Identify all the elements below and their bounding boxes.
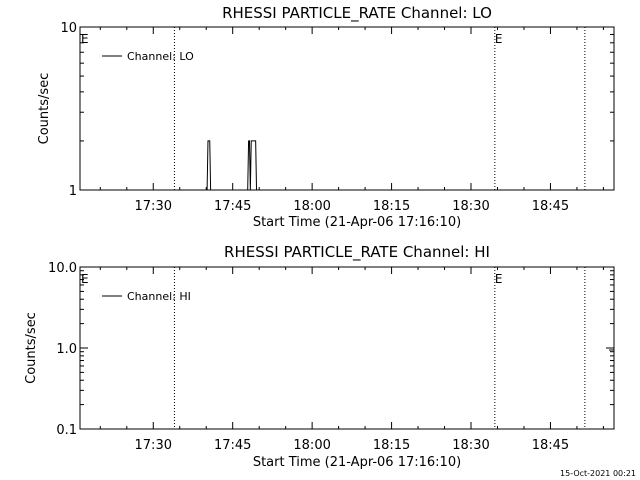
y-tick-label: 10.0 <box>48 261 77 276</box>
footer-timestamp: 15-Oct-2021 00:21 <box>560 469 636 478</box>
x-tick-label: 17:45 <box>214 199 251 214</box>
event-marker-e: E <box>495 272 503 286</box>
chart-panel-2: RHESSI PARTICLE_RATE Channel: HI E E 17:30 1… <box>24 243 615 470</box>
y-tick-label: 10 <box>60 21 77 36</box>
x-tick-label: 18:00 <box>293 199 330 214</box>
x-tick-label: 17:30 <box>135 199 172 214</box>
event-marker-e: E <box>81 32 89 46</box>
x-axis-label: Start Time (21-Apr-06 17:16:10) <box>253 455 461 470</box>
y-tick-label: 1 <box>69 184 77 199</box>
x-tick-label: 18:00 <box>293 438 330 453</box>
x-tick-label: 18:15 <box>373 199 410 214</box>
x-tick-label: 18:15 <box>373 438 410 453</box>
event-marker-e: E <box>81 272 89 286</box>
chart-title: RHESSI PARTICLE_RATE Channel: HI <box>224 243 490 262</box>
y-axis-label: Counts/sec <box>37 73 52 145</box>
plot-frame <box>79 26 615 191</box>
y-tick-label: 1.0 <box>56 342 77 357</box>
x-tick-label: 17:45 <box>214 438 251 453</box>
y-tick-label: 0.1 <box>56 423 77 438</box>
x-axis-label: Start Time (21-Apr-06 17:16:10) <box>253 215 461 230</box>
x-tick-label: 18:30 <box>452 438 489 453</box>
chart-panel-1: RHESSI PARTICLE_RATE Channel: LOE E17:30 1… <box>37 4 615 230</box>
series-line <box>206 140 259 191</box>
legend-entry: Channel: LO <box>127 50 194 63</box>
x-tick-label: 17:30 <box>135 438 172 453</box>
x-tick-label: 18:30 <box>452 199 489 214</box>
legend-entry: Channel: HI <box>127 290 191 303</box>
event-marker-e: E <box>495 32 503 46</box>
x-tick-label: 18:45 <box>532 199 569 214</box>
y-axis-label: Counts/sec <box>24 312 39 384</box>
x-tick-label: 18:45 <box>532 438 569 453</box>
chart-title: RHESSI PARTICLE_RATE Channel: LO <box>222 4 492 23</box>
